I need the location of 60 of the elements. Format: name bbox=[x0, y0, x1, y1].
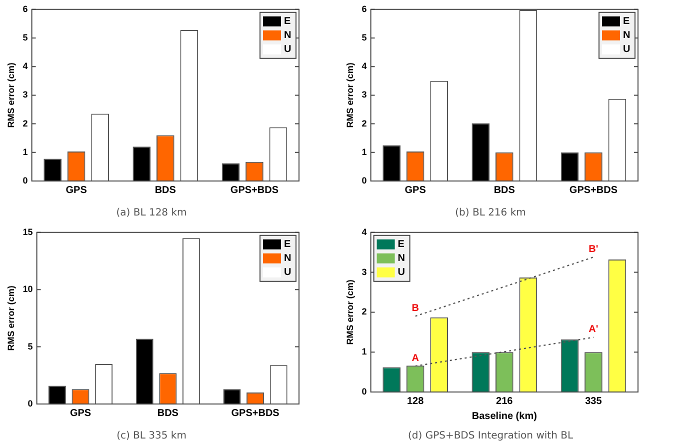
y-tick-label: 1 bbox=[362, 146, 367, 157]
y-tick-label: 0 bbox=[28, 398, 33, 408]
y-tick-label: 2 bbox=[22, 118, 28, 128]
annotation: B' bbox=[588, 244, 598, 255]
annotation: A' bbox=[588, 324, 598, 336]
legend-label: E bbox=[284, 239, 291, 250]
legend-label: N bbox=[284, 253, 292, 264]
y-axis-title: RMS error (cm) bbox=[344, 62, 355, 128]
x-tick-label: BDS bbox=[157, 408, 179, 419]
y-tick-label: 5 bbox=[28, 341, 33, 352]
y-tick-label: 15 bbox=[22, 226, 33, 237]
x-tick-label: GPS bbox=[70, 408, 92, 419]
y-tick-label: 10 bbox=[22, 284, 33, 294]
legend-label: E bbox=[284, 16, 291, 28]
annotation: A bbox=[412, 352, 419, 364]
y-tick-label: 1 bbox=[362, 346, 367, 357]
x-tick-label: GPS bbox=[404, 184, 426, 196]
y-tick-label: 3 bbox=[22, 90, 28, 100]
y-axis-title: RMS error (cm) bbox=[344, 280, 355, 345]
x-tick-label: GPS+BDS bbox=[569, 184, 618, 196]
text: (d) GPS+BDS Integration with BL bbox=[408, 430, 574, 442]
y-tick-label: 3 bbox=[362, 90, 367, 100]
y-tick-label: 6 bbox=[22, 4, 28, 14]
y-tick-label: 0 bbox=[362, 386, 367, 396]
legend-label: N bbox=[398, 253, 406, 264]
x-tick-label: GPS bbox=[66, 184, 88, 196]
y-tick-label: 0 bbox=[22, 175, 28, 186]
y-tick-label: 3 bbox=[362, 266, 367, 277]
x-tick-label: 335 bbox=[585, 396, 602, 407]
legend-label: E bbox=[398, 239, 405, 250]
legend-label: U bbox=[284, 44, 292, 56]
x-tick-label: 216 bbox=[496, 396, 514, 407]
annotation: B bbox=[412, 302, 419, 314]
y-axis-title: RMS error (cm) bbox=[6, 286, 16, 351]
y-tick-label: 4 bbox=[362, 61, 367, 72]
x-tick-label: GPS+BDS bbox=[231, 408, 280, 419]
x-axis-title: Baseline (km) bbox=[472, 410, 537, 422]
y-tick-label: 4 bbox=[362, 226, 367, 237]
text: (a) BL 128 km bbox=[116, 208, 187, 219]
legend-label: U bbox=[284, 267, 292, 278]
y-tick-label: 5 bbox=[362, 32, 367, 42]
legend-label: N bbox=[284, 30, 292, 42]
x-tick-label: BDS bbox=[154, 184, 176, 196]
y-tick-label: 0 bbox=[362, 175, 367, 186]
text: (c) BL 335 km bbox=[116, 430, 186, 442]
legend-label: U bbox=[623, 44, 630, 56]
legend-label: N bbox=[623, 30, 630, 42]
y-axis-title: RMS error (cm) bbox=[6, 62, 16, 128]
y-tick-label: 6 bbox=[362, 4, 367, 14]
y-tick-label: 5 bbox=[22, 32, 28, 42]
legend-label: U bbox=[398, 267, 406, 278]
text: (b) BL 216 km bbox=[455, 208, 526, 219]
y-tick-label: 1 bbox=[22, 146, 28, 157]
y-tick-label: 4 bbox=[22, 61, 28, 72]
y-tick-label: 2 bbox=[362, 306, 367, 317]
legend-label: E bbox=[623, 16, 630, 28]
x-tick-label: BDS bbox=[494, 184, 516, 196]
x-tick-label: GPS+BDS bbox=[230, 184, 279, 196]
y-tick-label: 2 bbox=[362, 118, 367, 128]
x-tick-label: 128 bbox=[406, 396, 424, 407]
